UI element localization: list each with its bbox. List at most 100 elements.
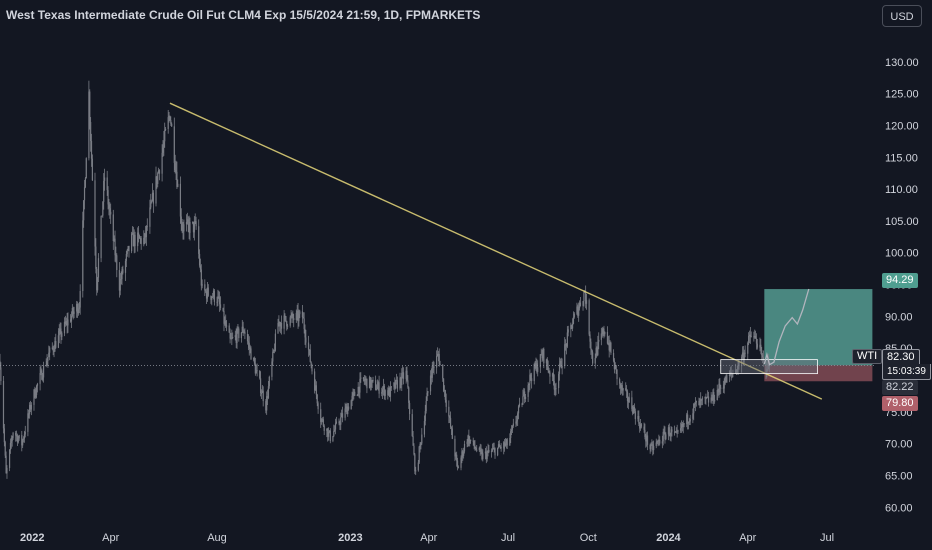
candle-body (228, 325, 230, 333)
candle-body (606, 332, 609, 344)
candle-body (212, 290, 215, 297)
candle-body (439, 364, 441, 366)
candle-body (619, 379, 621, 384)
candle-body (125, 253, 127, 261)
candle-body (192, 221, 195, 233)
candle-body (201, 284, 203, 286)
price-tick-label: 105.00 (885, 216, 919, 228)
candle-body (748, 335, 750, 344)
candle-body (723, 384, 725, 389)
candle-body (76, 303, 78, 312)
candle-body (396, 380, 399, 389)
candle-body (720, 387, 722, 389)
candle-body (444, 390, 446, 400)
candle-body (242, 326, 244, 333)
candle-body (637, 415, 639, 420)
stop-zone (764, 365, 873, 382)
candle-body (667, 427, 670, 435)
candle-body (151, 192, 154, 202)
candle-body (353, 391, 355, 394)
candle-body (531, 378, 533, 382)
candle-body (558, 363, 561, 374)
candle-body (59, 328, 61, 332)
candle-body (687, 414, 689, 424)
candle-body (240, 332, 243, 339)
candle-body (395, 379, 397, 389)
candle-body (181, 223, 183, 231)
candle-body (595, 347, 597, 359)
candle-body (639, 424, 642, 429)
candle-body (500, 446, 502, 449)
candle-body (53, 350, 55, 352)
candle-body (571, 324, 573, 329)
candle-body (35, 395, 37, 398)
candle-body (436, 353, 439, 357)
candle-body (162, 147, 164, 153)
candle-body (735, 369, 738, 373)
candle-body (490, 450, 493, 452)
candle-body (327, 428, 329, 437)
candle-body (743, 352, 745, 360)
candle-body (321, 419, 324, 421)
candle-body (219, 297, 221, 305)
projection-path (763, 288, 810, 366)
candle-body (78, 307, 80, 310)
candle-body (487, 450, 489, 453)
candle-body (121, 269, 123, 280)
candle-body (600, 333, 602, 340)
candle-body (127, 245, 129, 250)
candle-body (664, 431, 666, 440)
symbol-tag: WTI (852, 349, 883, 364)
candle-body (442, 364, 444, 379)
candle-body (241, 326, 243, 333)
candle-body (565, 343, 567, 345)
candle-body (506, 439, 508, 446)
candle-body (613, 360, 616, 370)
candle-body (120, 279, 122, 281)
candle-body (103, 180, 105, 202)
candle-body (608, 342, 610, 351)
candle-body (540, 354, 542, 356)
candle-body (192, 221, 194, 223)
candle-body (345, 406, 347, 409)
candle-body (541, 355, 543, 359)
candle-body (131, 232, 134, 234)
candle-body (382, 385, 385, 390)
candle-body (118, 270, 120, 291)
candle-body (101, 215, 103, 217)
candle-body (714, 400, 716, 402)
candle-body (329, 430, 331, 442)
candle-body (445, 399, 447, 407)
currency-button[interactable]: USD (882, 5, 922, 27)
candle-body (283, 315, 285, 329)
candle-body (82, 220, 84, 292)
candle-body (365, 378, 367, 381)
candle-body (590, 341, 592, 350)
candle-body (417, 462, 419, 471)
candle-body (41, 370, 43, 380)
candle-body (734, 369, 737, 374)
candle-body (408, 387, 410, 403)
candle-body (363, 378, 365, 382)
candle-body (334, 429, 336, 432)
candle-body (566, 332, 568, 347)
candle-body (716, 389, 718, 401)
candle-body (119, 279, 121, 291)
candle-body (327, 431, 330, 437)
candle-body (658, 439, 660, 441)
candle-body (183, 224, 185, 232)
time-tick-label: Jul (820, 532, 834, 544)
candle-body (616, 369, 618, 380)
candle-body (277, 323, 279, 334)
candle-body (164, 130, 166, 142)
candle-body (0, 367, 2, 382)
candle-body (677, 430, 679, 432)
candle-body (567, 329, 569, 333)
candle-body (248, 342, 250, 348)
candle-body (107, 190, 109, 205)
time-tick-label: Apr (420, 532, 437, 544)
candle-body (266, 396, 269, 398)
candle-body (15, 435, 18, 437)
candle-body (759, 344, 761, 348)
